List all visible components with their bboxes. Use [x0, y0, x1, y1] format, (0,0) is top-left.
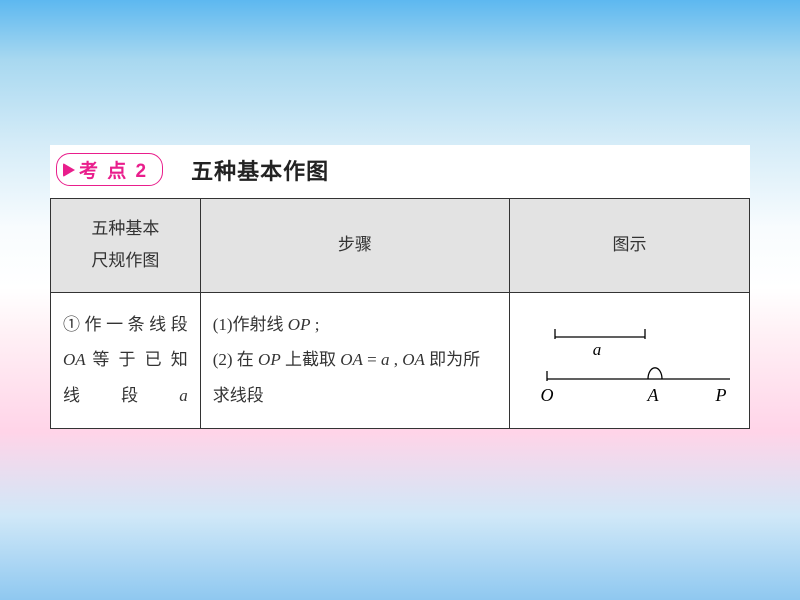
svg-text:P: P	[714, 385, 726, 405]
svg-text:A: A	[646, 385, 659, 405]
construction-table: 五种基本尺规作图 步骤 图示 ① 作 一 条 线 段 OA 等 于 已 知 线 …	[50, 198, 750, 429]
construction-diagram: a O A P	[510, 292, 750, 428]
segment-diagram: a O A P	[525, 315, 735, 405]
svg-text:a: a	[592, 340, 601, 359]
badge-label: 考 点 2	[79, 156, 148, 183]
construction-name: ① 作 一 条 线 段 OA 等 于 已 知 线 段 a	[51, 292, 201, 428]
col-header-steps: 步骤	[200, 199, 509, 293]
construction-steps: (1)作射线 OP ;(2) 在 OP 上截取 OA = a , OA 即为所求…	[200, 292, 509, 428]
topic-badge: 考 点 2	[56, 153, 163, 186]
svg-text:O: O	[540, 385, 553, 405]
section-header: 考 点 2 五种基本作图	[50, 145, 750, 198]
diagram-wrap: a O A P	[522, 315, 737, 405]
content-panel: 考 点 2 五种基本作图 五种基本尺规作图 步骤 图示 ① 作 一 条 线 段 …	[50, 145, 750, 429]
play-icon	[63, 163, 75, 177]
col-header-diagram: 图示	[510, 199, 750, 293]
section-title: 五种基本作图	[191, 154, 329, 186]
col-header-name: 五种基本尺规作图	[51, 199, 201, 293]
table-row: ① 作 一 条 线 段 OA 等 于 已 知 线 段 a (1)作射线 OP ;…	[51, 292, 750, 428]
